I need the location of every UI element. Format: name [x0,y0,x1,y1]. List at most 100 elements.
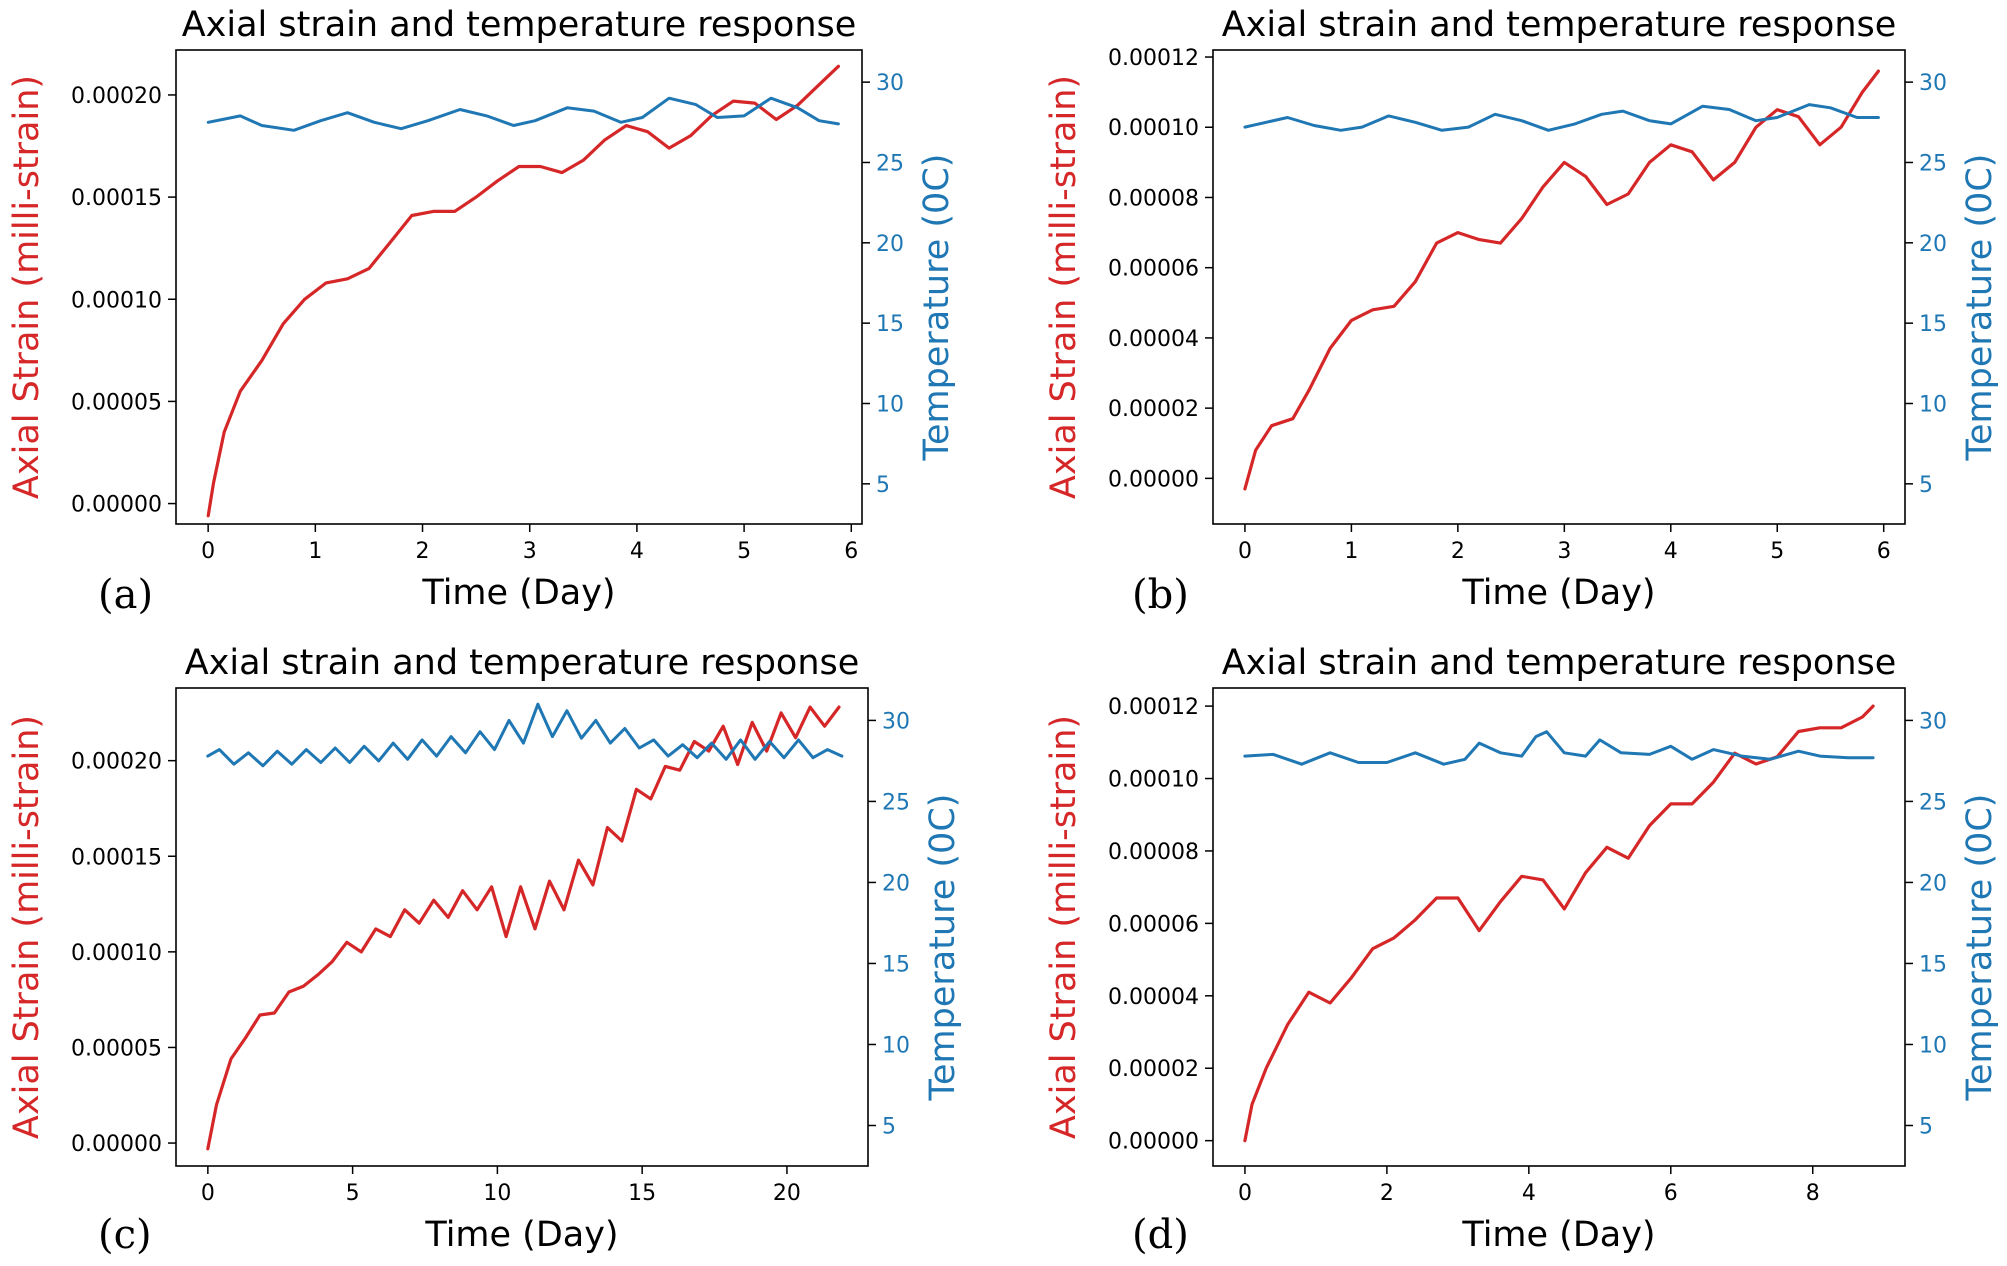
y-tick-label: 0.00005 [71,1036,162,1061]
plot-frame [175,687,869,1167]
y2-tick-label: 5 [1919,473,1933,498]
y-tick-label: 0.00006 [1108,257,1199,282]
y-tick-label: 0.00012 [1108,46,1199,71]
y2-tick-label: 30 [1919,71,1947,96]
y-axis-label: Axial Strain (milli-strain) [1044,715,1084,1139]
x-axis-label: Time (Day) [421,573,615,613]
x-tick-label: 4 [1664,539,1678,564]
x-tick-label: 5 [1770,539,1784,564]
strain-series-line [206,705,841,1151]
y2-tick-label: 5 [882,1114,896,1139]
x-tick-label: 1 [1344,539,1358,564]
y-axis-label: Axial Strain (milli-strain) [7,715,47,1139]
y2-tick-label: 30 [1919,709,1947,734]
y-tick-label: 0.00010 [71,288,162,313]
y-tick-label: 0.00020 [71,750,162,775]
y2-tick-label: 10 [882,1033,910,1058]
x-tick-label: 5 [346,1181,360,1206]
y-tick-label: 0.00002 [1108,1057,1199,1082]
panel-b: Axial strain and temperature response 0 1 2… [1044,5,2000,618]
chart-title: Axial strain and temperature response [1222,643,1897,683]
y2-tick-label: 15 [1919,952,1947,977]
y2-tick-label: 15 [876,312,904,337]
y-tick-label: 0.00008 [1108,186,1199,211]
y-tick-label: 0.00004 [1108,985,1199,1010]
plot-frame [175,49,863,525]
strain-series-line [206,64,841,518]
x-tick-label: 15 [628,1181,656,1206]
y-tick-label: 0.00010 [1108,768,1199,793]
x-axis-label: Time (Day) [1461,573,1655,613]
y2-tick-label: 20 [1919,871,1947,896]
y2-tick-label: 20 [882,871,910,896]
y2-tick-label: 25 [1919,151,1947,176]
x-tick-label: 10 [483,1181,511,1206]
y2-tick-label: 15 [1919,312,1947,337]
y2-tick-label: 30 [876,71,904,96]
panel-c: Axial strain and temperature response 0 5 1… [7,643,963,1258]
y-tick-label: 0.00015 [71,845,162,870]
y-tick-label: 0.00010 [1108,116,1199,141]
y-axis-label: Axial Strain (milli-strain) [7,75,47,499]
y-tick-label: 0.00002 [1108,397,1199,422]
y2-tick-label: 5 [876,473,890,498]
panel-a: Axial strain and temperature response 0 1 2… [7,5,957,618]
x-tick-label: 5 [737,539,751,564]
y-tick-label: 0.00000 [71,1132,162,1157]
y2-axis-label: Temperature (0C) [917,154,957,462]
y-axis-label: Axial Strain (milli-strain) [1044,75,1084,499]
x-tick-label: 3 [1557,539,1571,564]
x-tick-label: 3 [523,539,537,564]
x-tick-label: 4 [1522,1181,1536,1206]
y-tick-label: 0.00010 [71,941,162,966]
panel-d: Axial strain and temperature response 0 2 4… [1044,643,2000,1258]
y2-axis-label: Temperature (0C) [1960,794,2000,1102]
chart-title: Axial strain and temperature response [1222,5,1897,45]
plot-frame [1212,687,1906,1167]
y-tick-label: 0.00008 [1108,840,1199,865]
y2-tick-label: 25 [1919,790,1947,815]
panel-tag: (c) [98,1212,152,1258]
y2-tick-label: 10 [876,392,904,417]
y2-tick-label: 5 [1919,1114,1933,1139]
x-tick-label: 8 [1806,1181,1820,1206]
x-tick-label: 20 [773,1181,801,1206]
y2-tick-label: 30 [882,709,910,734]
temperature-series-line [206,702,844,768]
y-tick-label: 0.00015 [71,186,162,211]
temperature-series-line [206,96,840,132]
x-axis-label: Time (Day) [1461,1215,1655,1255]
strain-series-line [1243,704,1875,1143]
x-tick-label: 4 [630,539,644,564]
y2-tick-label: 20 [876,232,904,257]
y2-axis-label: Temperature (0C) [923,794,963,1102]
panel-tag: (b) [1132,572,1189,618]
strain-series-line [1243,69,1881,491]
x-tick-label: 2 [1451,539,1465,564]
y-tick-label: 0.00012 [1108,695,1199,720]
x-tick-label: 2 [416,539,430,564]
x-axis-label: Time (Day) [424,1215,618,1255]
y2-tick-label: 15 [882,952,910,977]
y-tick-label: 0.00000 [1108,1130,1199,1155]
x-tick-label: 6 [1877,539,1891,564]
chart-title: Axial strain and temperature response [182,5,857,45]
x-tick-label: 0 [1238,539,1252,564]
panel-tag: (d) [1132,1212,1189,1258]
x-tick-label: 1 [308,539,322,564]
temperature-series-line [1243,730,1875,766]
y2-tick-label: 25 [876,151,904,176]
x-tick-label: 0 [201,1181,215,1206]
y-tick-label: 0.00020 [71,84,162,109]
x-tick-label: 2 [1380,1181,1394,1206]
chart-title: Axial strain and temperature response [185,643,860,683]
y2-tick-label: 10 [1919,1033,1947,1058]
plot-frame [1212,49,1906,525]
temperature-series-line [1243,103,1880,132]
x-tick-label: 6 [844,539,858,564]
y-tick-label: 0.00000 [71,493,162,518]
y2-axis-label: Temperature (0C) [1960,154,2000,462]
y2-tick-label: 10 [1919,392,1947,417]
x-tick-label: 6 [1664,1181,1678,1206]
